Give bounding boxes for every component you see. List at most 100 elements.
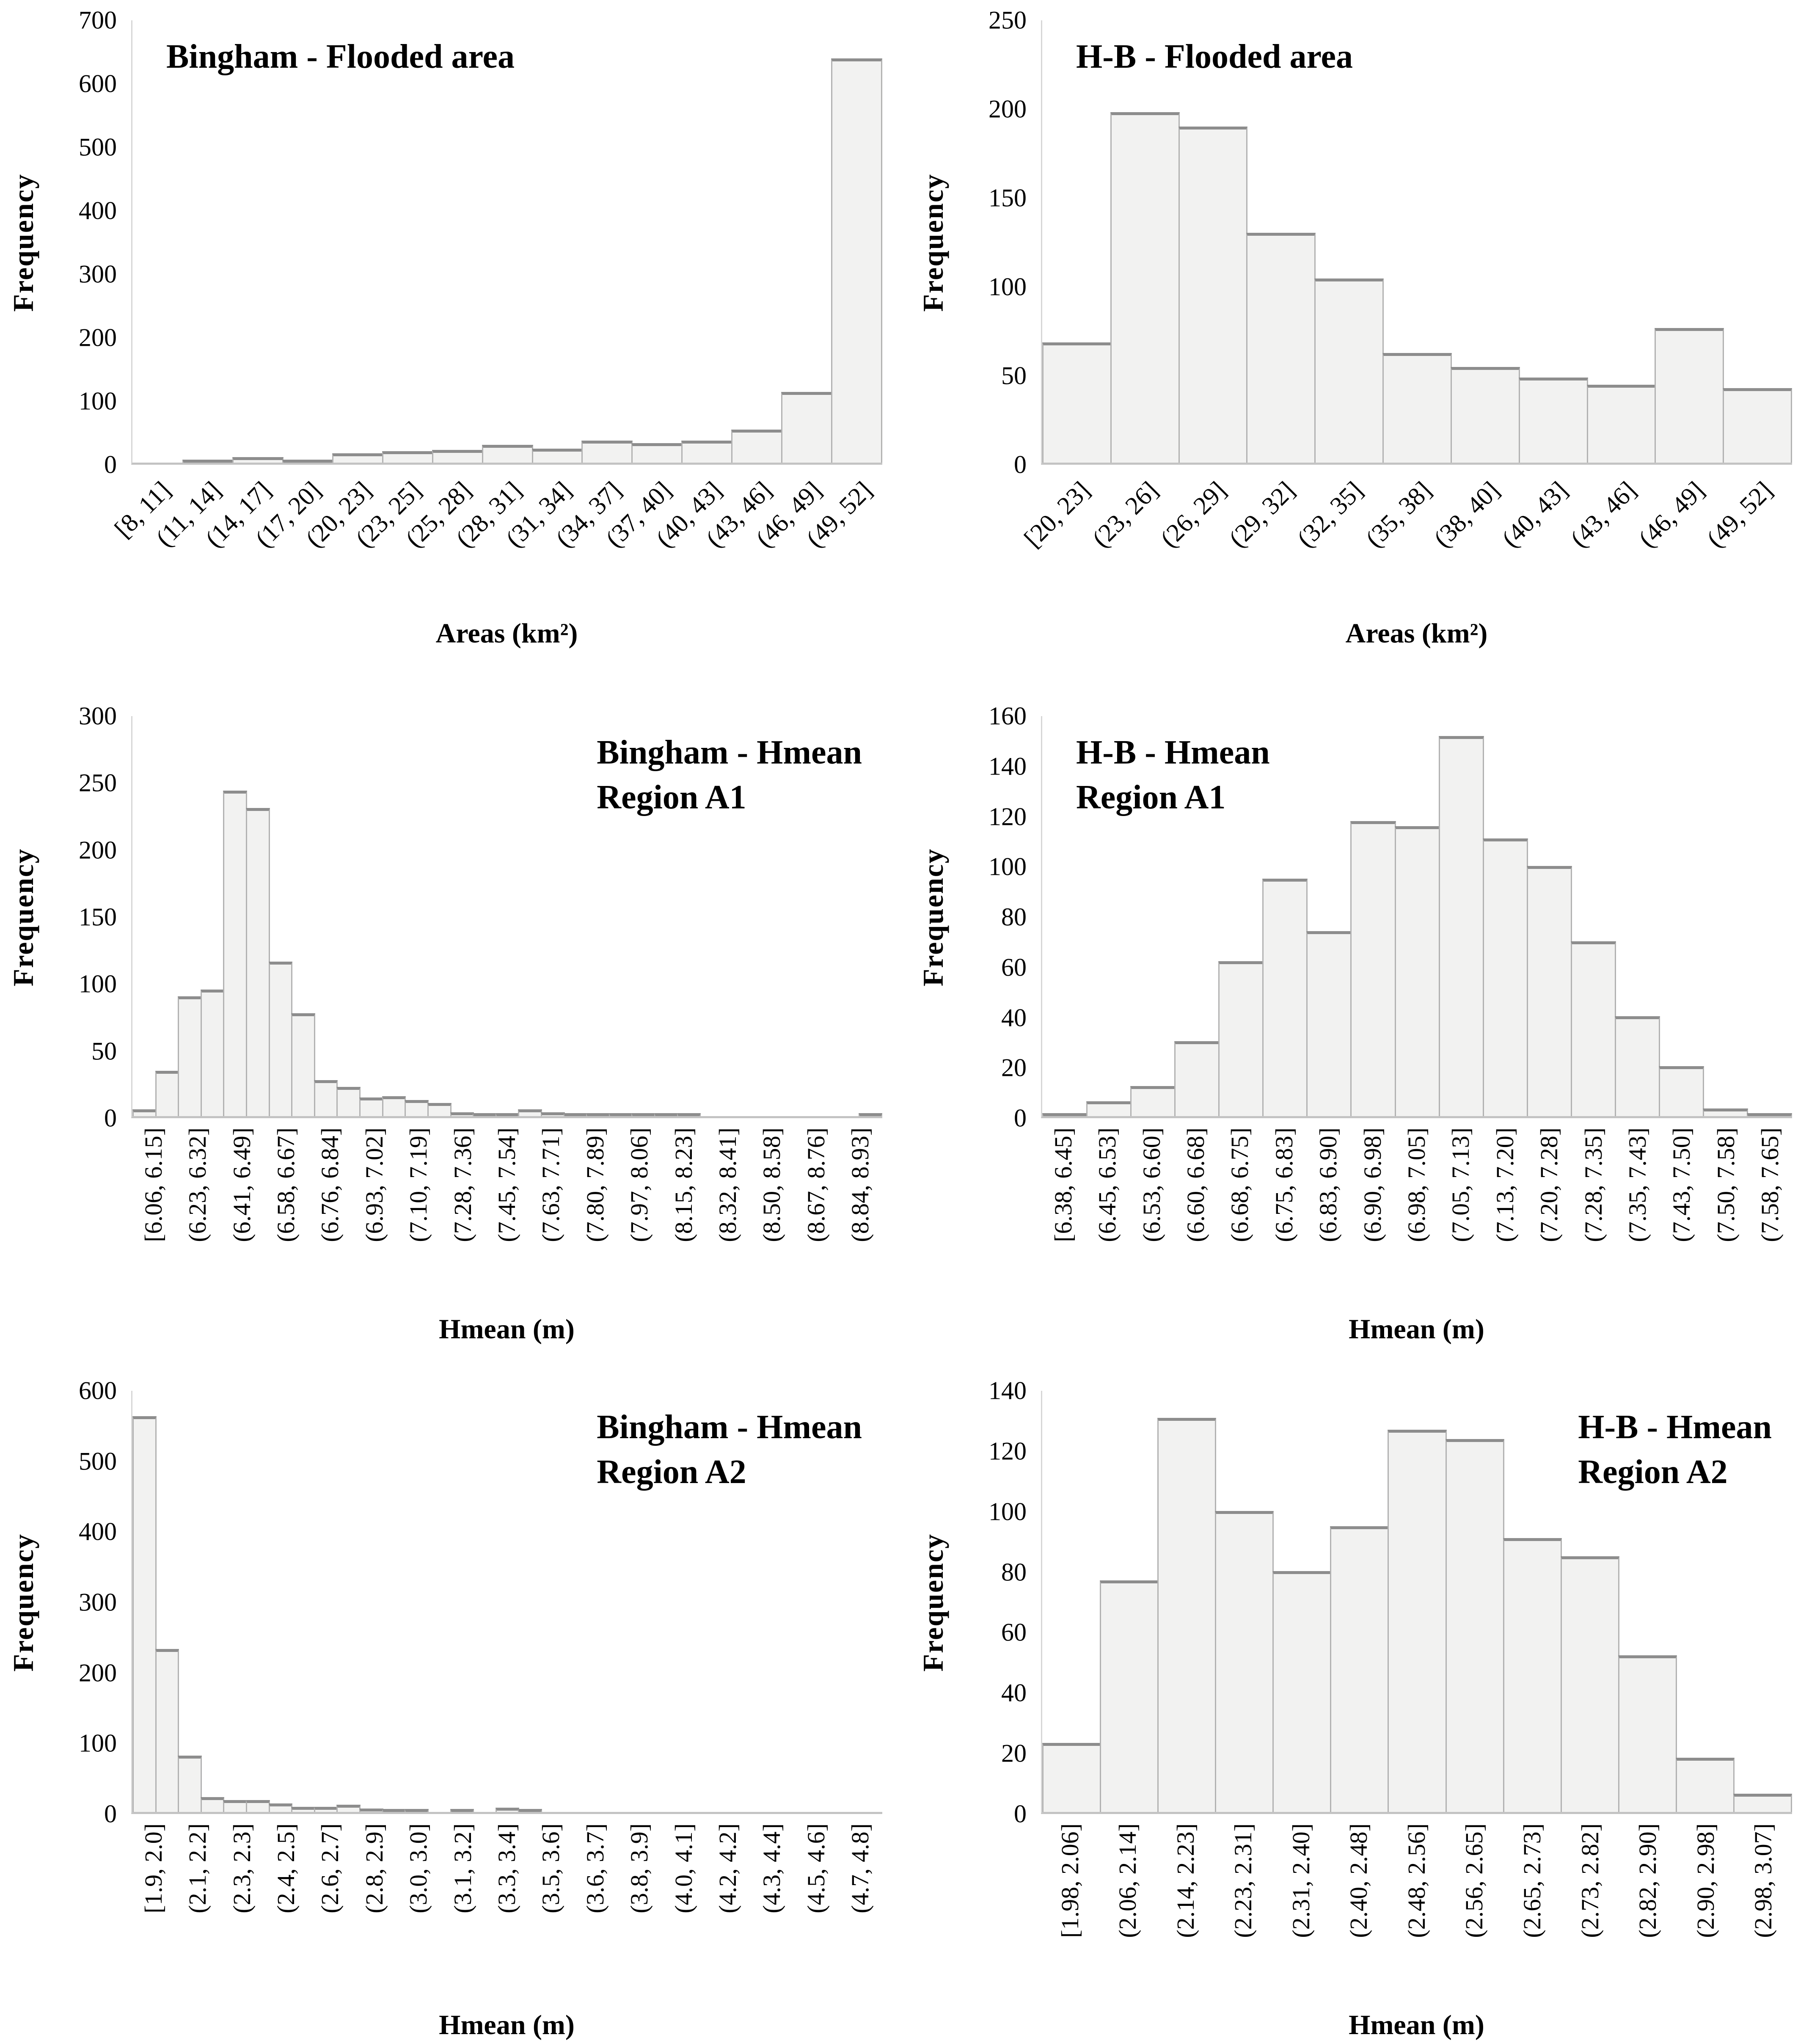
x-tick-slot: (7.45, 7.54] <box>485 1128 529 1302</box>
x-tick-slot: (49, 52] <box>801 465 882 607</box>
histogram-bar <box>781 392 833 463</box>
histogram-bar <box>200 989 225 1116</box>
histogram-bar <box>1450 367 1520 463</box>
x-tick-label: (3.5, 3.6] <box>537 1823 565 1913</box>
y-tick-label: 0 <box>1014 1104 1027 1132</box>
y-tick-label: 140 <box>988 1376 1027 1405</box>
x-tick-label: (6.45, 6.53] <box>1093 1128 1121 1242</box>
y-tick-label: 0 <box>104 450 117 479</box>
x-tick-label: (3.8, 3.9] <box>625 1823 653 1913</box>
histogram-bar <box>731 430 783 463</box>
histogram-bar <box>654 1113 678 1116</box>
histogram-bar <box>200 1797 225 1812</box>
histogram-bar <box>1272 1571 1332 1812</box>
chart-title-line: Region A1 <box>1076 778 1226 816</box>
x-tick-slot: (7.43, 7.50] <box>1660 1128 1704 1302</box>
y-tick-label: 200 <box>79 323 117 352</box>
histogram-bar <box>1178 126 1248 463</box>
y-axis-title: Frequency <box>7 173 39 312</box>
histogram-bar <box>482 445 533 463</box>
histogram-bar <box>1586 385 1656 463</box>
chart-title-line: Region A2 <box>597 1453 746 1491</box>
histogram-bar <box>518 1109 542 1116</box>
x-tick-slot: (3.3, 3.4] <box>485 1823 529 1998</box>
x-tick-label: (2.4, 2.5] <box>272 1823 300 1913</box>
x-tick-slot: (2.73, 2.82] <box>1561 1823 1619 1998</box>
histogram-bar <box>405 1809 429 1812</box>
x-tick-slot: (6.76, 6.84] <box>308 1128 352 1302</box>
x-tick-slot: (49, 52] <box>1702 465 1792 607</box>
x-tick-slot: (6.41, 6.49] <box>220 1128 264 1302</box>
x-tick-slot: (2.4, 2.5] <box>264 1823 308 1998</box>
y-axis-title-container: Frequency <box>910 20 956 465</box>
histogram-bar <box>1314 278 1384 463</box>
x-tick-label: (2.8, 2.9] <box>360 1823 388 1913</box>
y-tick-label: 600 <box>79 69 117 98</box>
histogram-bar <box>1388 1430 1447 1812</box>
y-tick-label: 600 <box>79 1376 117 1405</box>
x-tick-slot: [6.06, 6.15] <box>131 1128 175 1302</box>
histogram-bar <box>1246 232 1316 463</box>
plot-area: H-B - Hmean Region A1 <box>1041 716 1792 1118</box>
chart-title-line: H-B - Flooded area <box>1076 38 1353 75</box>
histogram-bar <box>282 460 333 463</box>
x-tick-label: (4.7, 4.8] <box>846 1823 874 1913</box>
histogram-bar <box>1350 821 1396 1116</box>
histogram-bar <box>1100 1580 1159 1812</box>
histogram-bar <box>581 440 633 463</box>
x-tick-label: (7.10, 7.19] <box>405 1128 432 1242</box>
x-tick-label: (2.31, 2.40] <box>1287 1823 1315 1938</box>
x-tick-label: (3.6, 3.7] <box>581 1823 609 1913</box>
y-tick-label: 100 <box>988 852 1027 881</box>
x-tick-label: (2.90, 2.98] <box>1691 1823 1719 1938</box>
x-tick-slot: (8.50, 8.58] <box>750 1128 794 1302</box>
y-tick-label: 120 <box>988 1437 1027 1465</box>
x-tick-slot: (8.32, 8.41] <box>705 1128 749 1302</box>
x-tick-label: (6.60, 6.68] <box>1181 1128 1209 1242</box>
y-axis-title: Frequency <box>7 848 39 987</box>
y-tick-label: 0 <box>1014 450 1027 479</box>
histogram-bar <box>246 1800 270 1812</box>
y-tick-label: 0 <box>1014 1800 1027 1828</box>
histogram-bar <box>586 1113 610 1116</box>
histogram-bar <box>336 1805 361 1812</box>
histogram-bar <box>450 1809 474 1812</box>
chart-panel-bingham-hmean-a1: Frequency 300 250 200 150 100 50 0 Bingham - H… <box>0 677 910 1360</box>
histogram-bar <box>223 791 248 1116</box>
histogram-bar <box>1445 1439 1504 1812</box>
histogram-bars <box>132 1391 882 1812</box>
x-axis-tick-labels: [6.06, 6.15] (6.23, 6.32] (6.41, 6.49] (6.5… <box>131 1118 882 1302</box>
histogram-bar <box>382 451 433 463</box>
y-tick-label: 100 <box>79 1729 117 1757</box>
y-tick-label: 200 <box>79 836 117 864</box>
histogram-bar <box>178 996 202 1116</box>
x-tick-label: (7.97, 8.06] <box>625 1128 653 1242</box>
x-tick-label: (2.48, 2.56] <box>1402 1823 1430 1938</box>
y-tick-label: 50 <box>1001 361 1027 390</box>
histogram-bar <box>1215 1511 1274 1812</box>
x-tick-label: (2.82, 2.90] <box>1634 1823 1662 1938</box>
y-tick-label: 400 <box>79 1517 117 1546</box>
y-axis-title: Frequency <box>917 848 949 987</box>
y-tick-label: 200 <box>79 1659 117 1687</box>
histogram-bar <box>314 1080 338 1116</box>
chart-title-line: Bingham - Hmean <box>597 1409 862 1446</box>
histogram-bar <box>1438 736 1484 1116</box>
histogram-bar <box>359 1808 383 1812</box>
x-axis-tick-labels: [8, 11] (11, 14] (14, 17] (17, 20] (20, 23](… <box>109 465 882 607</box>
y-tick-label: 40 <box>1001 1004 1027 1031</box>
x-tick-slot: (2.48, 2.56] <box>1388 1823 1446 1998</box>
histogram-bar <box>1394 826 1440 1116</box>
x-tick-label: (6.76, 6.84] <box>316 1128 344 1242</box>
x-tick-slot: (3.1, 3.2] <box>441 1823 485 1998</box>
chart-title-line: Region A1 <box>597 778 746 816</box>
histogram-bar <box>155 1070 179 1116</box>
x-tick-label: (7.63, 7.71] <box>537 1128 565 1242</box>
x-tick-slot: (2.65, 2.73] <box>1503 1823 1561 1998</box>
x-tick-label: (7.50, 7.58] <box>1712 1128 1740 1242</box>
x-tick-label: (6.53, 6.60] <box>1137 1128 1165 1242</box>
x-tick-label: (2.1, 2.2] <box>184 1823 212 1913</box>
x-tick-slot: (6.83, 6.90] <box>1306 1128 1350 1302</box>
x-tick-label: (2.14, 2.23] <box>1171 1823 1199 1938</box>
histogram-bar <box>1110 112 1180 463</box>
